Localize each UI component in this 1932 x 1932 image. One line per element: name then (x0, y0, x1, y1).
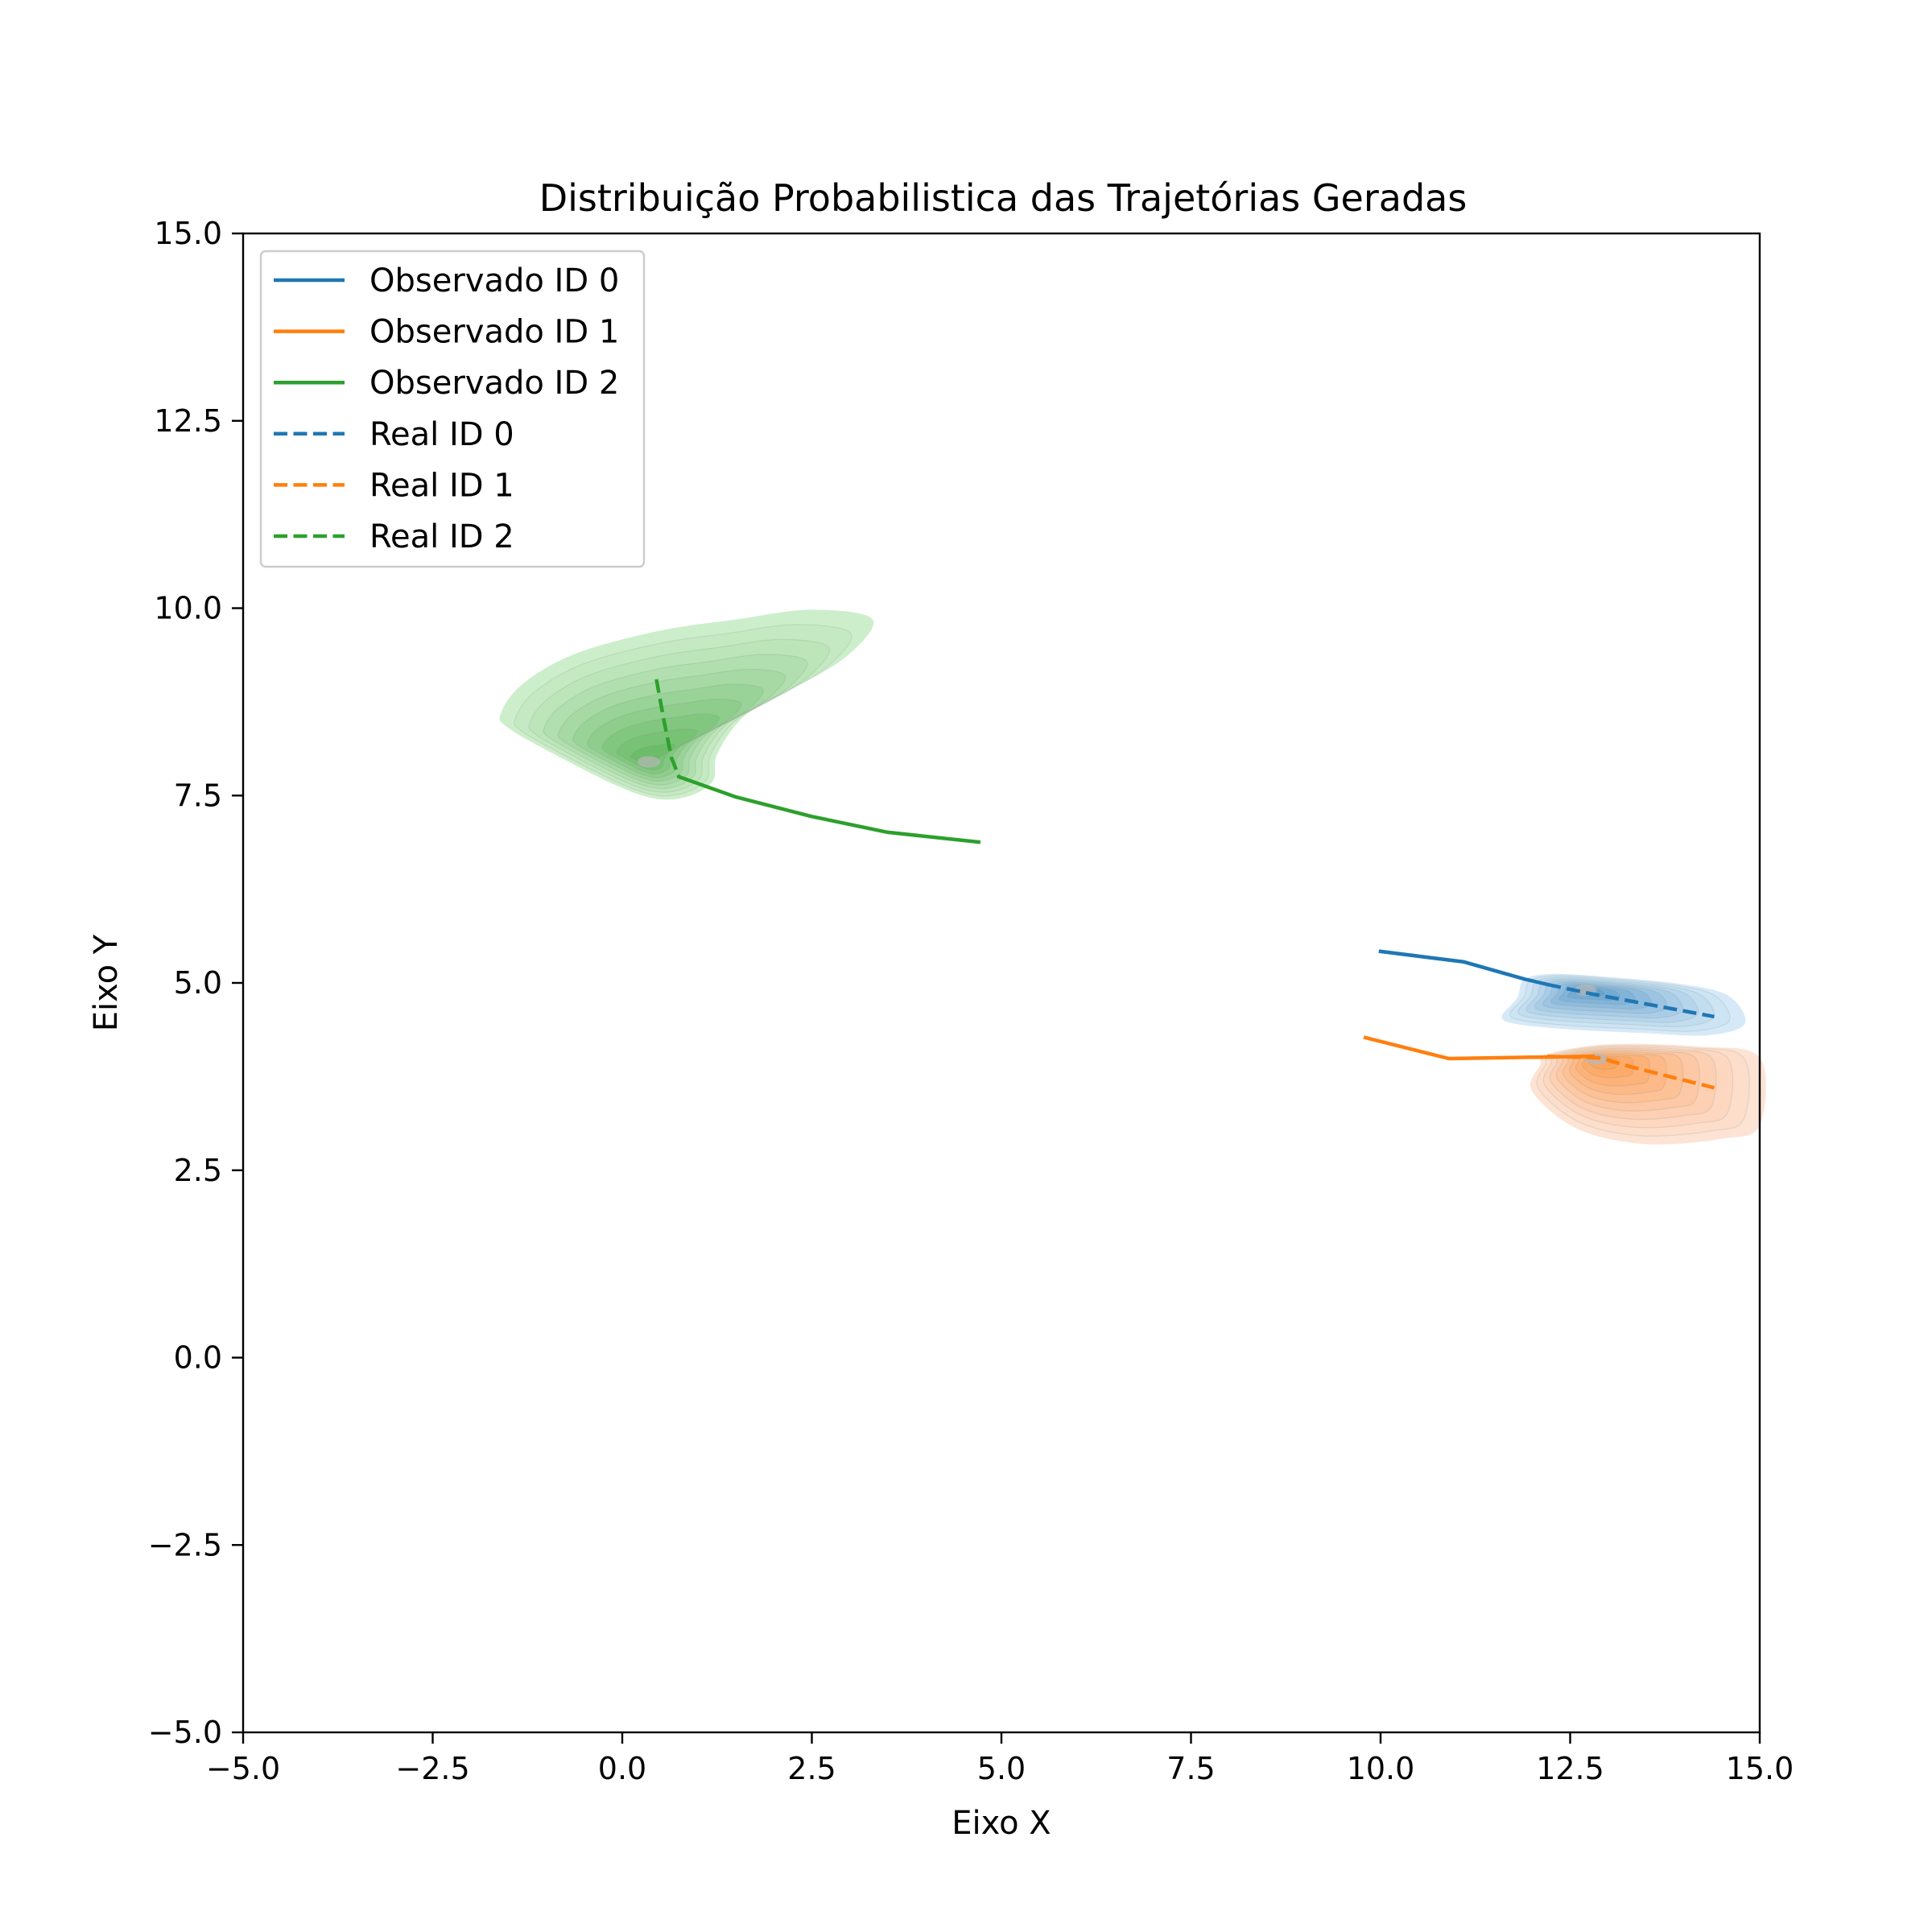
series-line-3 (1546, 982, 1715, 1019)
density-contour-2-3 (1549, 1047, 1717, 1121)
x-tick-label-2: 0.0 (598, 1751, 646, 1786)
density-contour-2-1 (1536, 1045, 1750, 1137)
density-fill-1 (1501, 973, 1746, 1036)
series-line-2 (676, 774, 981, 844)
density-contour-0-2 (528, 638, 831, 793)
x-tick-label-1: −2.5 (395, 1751, 469, 1786)
density-region-0 (499, 609, 874, 800)
density-contour-0-5 (572, 683, 764, 782)
x-tick-label-7: 12.5 (1536, 1751, 1604, 1786)
y-tick-label-5: 7.5 (174, 778, 222, 813)
x-tick-label-5: 7.5 (1166, 1751, 1215, 1786)
x-tick-label-8: 15.0 (1726, 1751, 1794, 1786)
series-line-4 (1547, 1054, 1715, 1090)
y-tick-label-6: 10.0 (154, 591, 222, 626)
legend-label-4: Real ID 1 (369, 467, 514, 504)
series-line-0 (1378, 949, 1550, 987)
x-axis: −5.0 −2.5 0.0 2.5 5.0 7.5 10.0 12.5 15.0 (206, 1732, 1794, 1786)
y-tick-label-8: 15.0 (154, 216, 222, 251)
density-contour-1-1 (1509, 975, 1731, 1032)
legend-label-1: Observado ID 1 (369, 314, 619, 351)
density-contour-0-8 (616, 728, 698, 771)
y-tick-label-0: −5.0 (148, 1715, 222, 1750)
x-axis-label: Eixo X (952, 1805, 1051, 1842)
y-tick-label-3: 2.5 (174, 1153, 222, 1188)
legend-label-3: Real ID 0 (369, 416, 514, 453)
legend: Observado ID 0 Observado ID 1 Observado ID… (259, 250, 646, 568)
legend-label-5: Real ID 2 (369, 518, 514, 555)
density-layer (499, 609, 1766, 1145)
density-region-2 (1530, 1043, 1766, 1145)
density-contour-2-4 (1555, 1049, 1700, 1112)
x-tick-label-4: 5.0 (977, 1751, 1026, 1786)
legend-label-2: Observado ID 2 (369, 365, 619, 402)
density-fill-0 (499, 609, 874, 800)
y-tick-label-1: −2.5 (148, 1527, 222, 1563)
density-peak-0 (637, 756, 660, 768)
chart-title: Distribuição Probabilistica das Trajetór… (539, 176, 1468, 220)
y-tick-label-2: 0.0 (174, 1340, 222, 1376)
density-contour-0-6 (586, 698, 742, 778)
series-layer (654, 679, 1715, 1090)
series-line-5 (654, 679, 681, 778)
density-contour-2-2 (1542, 1046, 1734, 1129)
series-line-1 (1363, 1035, 1596, 1061)
density-contour-0-7 (601, 713, 720, 774)
y-axis-label: Eixo Y (88, 934, 125, 1031)
y-tick-label-7: 12.5 (154, 403, 222, 439)
density-fill-2 (1530, 1043, 1766, 1145)
y-tick-label-4: 5.0 (174, 965, 222, 1001)
density-contour-0-3 (543, 654, 808, 790)
y-axis: −5.0 −2.5 0.0 2.5 5.0 7.5 10.0 12.5 15.0 (148, 216, 243, 1750)
x-tick-label-6: 10.0 (1347, 1751, 1415, 1786)
legend-box (259, 250, 646, 568)
x-tick-label-3: 2.5 (787, 1751, 836, 1786)
density-contour-0-1 (514, 624, 852, 797)
legend-label-0: Observado ID 0 (369, 262, 619, 299)
density-contour-0-4 (557, 668, 786, 786)
x-tick-label-0: −5.0 (206, 1751, 280, 1786)
